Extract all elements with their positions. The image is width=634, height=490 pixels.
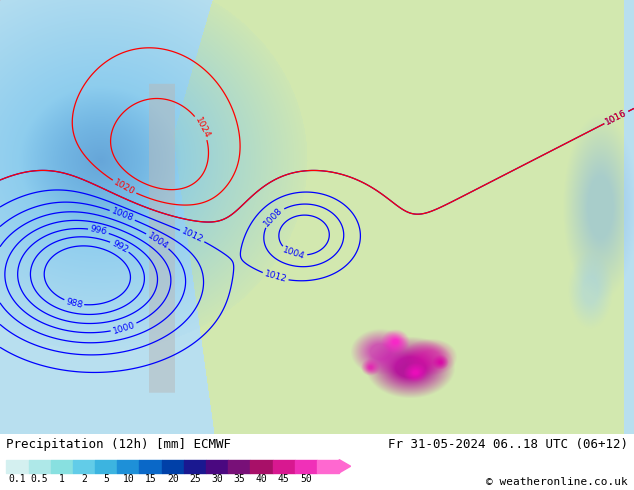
Text: 1008: 1008 xyxy=(262,205,285,228)
Bar xyxy=(295,460,317,473)
Text: 25: 25 xyxy=(189,474,201,484)
Text: 1008: 1008 xyxy=(110,207,134,223)
Bar xyxy=(95,460,117,473)
Text: © weatheronline.co.uk: © weatheronline.co.uk xyxy=(486,477,628,487)
Text: 10: 10 xyxy=(122,474,134,484)
Bar xyxy=(162,460,184,473)
Bar xyxy=(228,460,250,473)
Text: 1020: 1020 xyxy=(112,178,136,196)
Text: 1012: 1012 xyxy=(263,270,288,285)
Text: 1024: 1024 xyxy=(193,116,211,140)
Text: 30: 30 xyxy=(211,474,223,484)
Text: 0.1: 0.1 xyxy=(9,474,26,484)
Bar xyxy=(273,460,295,473)
Text: 988: 988 xyxy=(65,297,84,310)
Bar xyxy=(51,460,73,473)
Text: 2: 2 xyxy=(81,474,87,484)
Text: 1: 1 xyxy=(59,474,65,484)
Text: 1004: 1004 xyxy=(146,231,170,251)
Text: 45: 45 xyxy=(278,474,290,484)
Bar xyxy=(117,460,139,473)
Bar xyxy=(6,460,29,473)
Text: Fr 31-05-2024 06..18 UTC (06+12): Fr 31-05-2024 06..18 UTC (06+12) xyxy=(387,438,628,451)
Bar xyxy=(250,460,273,473)
Text: 40: 40 xyxy=(256,474,268,484)
Bar xyxy=(139,460,162,473)
Bar xyxy=(184,460,206,473)
Text: 996: 996 xyxy=(89,224,108,237)
Polygon shape xyxy=(339,460,351,473)
Text: 1000: 1000 xyxy=(112,320,136,336)
Text: Precipitation (12h) [mm] ECMWF: Precipitation (12h) [mm] ECMWF xyxy=(6,438,231,451)
Bar xyxy=(73,460,95,473)
Text: 1004: 1004 xyxy=(281,245,306,261)
Text: 5: 5 xyxy=(103,474,109,484)
Text: 15: 15 xyxy=(145,474,157,484)
Text: 20: 20 xyxy=(167,474,179,484)
Bar xyxy=(317,460,339,473)
Text: 1016: 1016 xyxy=(604,108,629,127)
Text: 0.5: 0.5 xyxy=(31,474,48,484)
Text: 50: 50 xyxy=(300,474,312,484)
Text: 1012: 1012 xyxy=(180,227,205,245)
Text: 35: 35 xyxy=(233,474,245,484)
Text: 1016: 1016 xyxy=(604,108,629,127)
Text: 992: 992 xyxy=(110,239,129,255)
Bar xyxy=(206,460,228,473)
Bar xyxy=(29,460,51,473)
